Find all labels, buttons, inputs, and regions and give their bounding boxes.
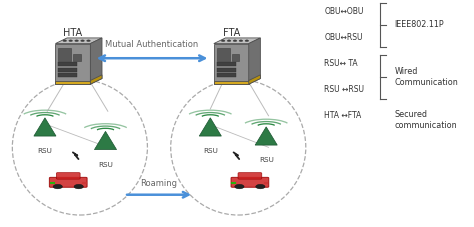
Circle shape [81, 40, 84, 42]
Polygon shape [58, 73, 77, 77]
Circle shape [235, 184, 244, 189]
Text: HTA: HTA [64, 28, 82, 38]
Polygon shape [73, 54, 81, 62]
Circle shape [239, 40, 243, 42]
Polygon shape [217, 48, 230, 62]
FancyBboxPatch shape [56, 173, 80, 179]
Circle shape [245, 40, 249, 42]
Text: HTA ↔FTA: HTA ↔FTA [324, 111, 362, 120]
Polygon shape [255, 127, 277, 145]
FancyBboxPatch shape [238, 173, 262, 179]
Circle shape [53, 184, 63, 189]
Text: Wired
Communication: Wired Communication [394, 67, 458, 87]
Circle shape [69, 40, 73, 42]
Polygon shape [217, 67, 236, 72]
Text: Mutual Authentication: Mutual Authentication [105, 40, 199, 49]
Circle shape [87, 40, 91, 42]
Polygon shape [55, 81, 91, 84]
Text: RSU ↔RSU: RSU ↔RSU [324, 85, 365, 94]
Polygon shape [58, 48, 72, 62]
Text: IEEE802.11P: IEEE802.11P [394, 20, 444, 30]
Text: FTA: FTA [223, 28, 240, 38]
Circle shape [233, 40, 237, 42]
Polygon shape [214, 44, 249, 84]
Polygon shape [249, 38, 260, 84]
Text: RSU: RSU [98, 162, 113, 168]
Polygon shape [91, 75, 102, 84]
Text: Roaming: Roaming [141, 179, 178, 188]
Circle shape [74, 184, 83, 189]
Polygon shape [58, 62, 77, 66]
Text: OBU↔OBU: OBU↔OBU [324, 7, 364, 17]
Text: RSU: RSU [37, 148, 53, 154]
Polygon shape [214, 38, 260, 44]
Polygon shape [55, 38, 102, 44]
Polygon shape [58, 67, 77, 72]
Circle shape [75, 40, 79, 42]
Text: OBU↔RSU: OBU↔RSU [324, 33, 363, 42]
Polygon shape [214, 81, 249, 84]
Text: RSU: RSU [203, 148, 218, 154]
FancyBboxPatch shape [49, 177, 87, 187]
Circle shape [227, 40, 231, 42]
Text: RSU: RSU [259, 158, 273, 163]
Polygon shape [217, 62, 236, 66]
Circle shape [255, 184, 265, 189]
Polygon shape [91, 38, 102, 84]
Circle shape [63, 40, 67, 42]
Polygon shape [94, 131, 117, 150]
Polygon shape [232, 54, 239, 62]
FancyBboxPatch shape [231, 177, 269, 187]
Circle shape [221, 40, 225, 42]
Polygon shape [199, 118, 221, 136]
Polygon shape [55, 44, 91, 84]
Polygon shape [217, 73, 236, 77]
Polygon shape [34, 118, 56, 136]
Text: RSU↔ TA: RSU↔ TA [324, 59, 358, 68]
Text: Secured
communication: Secured communication [394, 110, 457, 130]
Polygon shape [249, 75, 260, 84]
